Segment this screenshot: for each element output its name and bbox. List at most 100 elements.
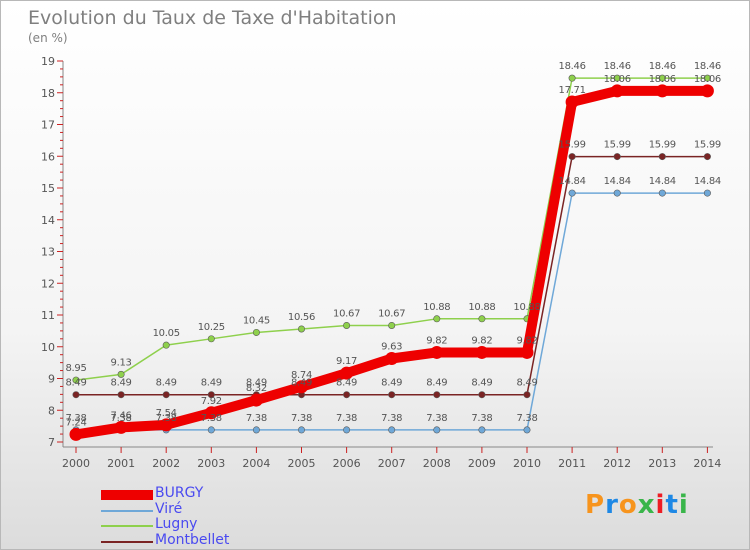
data-label-lugny: 9.13 [111,357,132,368]
data-point-montbellet [207,391,215,399]
logo-letter: i [655,490,666,520]
data-point-burgy [340,366,354,380]
data-point-lugny [207,335,215,343]
data-point-vire [478,426,486,434]
data-label-montbellet: 15.99 [604,140,631,151]
x-tick-label: 2012 [603,457,631,470]
data-point-burgy [565,95,579,109]
data-point-burgy [385,351,399,365]
proxiti-logo: Proxiti [585,490,689,520]
data-point-montbellet [117,391,125,399]
data-point-vire [343,426,351,434]
data-point-burgy [475,345,489,359]
x-tick-label: 2005 [288,457,316,470]
data-point-burgy [700,84,714,98]
data-label-lugny: 18.46 [694,61,721,72]
data-point-burgy [610,84,624,98]
data-point-lugny [478,315,486,323]
data-label-vire: 7.38 [156,413,177,424]
data-label-montbellet: 8.49 [426,378,447,389]
x-tick-label: 2006 [333,457,361,470]
data-point-vire [297,426,305,434]
x-tick-label: 2003 [197,457,225,470]
data-point-vire [613,189,621,197]
data-label-burgy: 7.24 [65,417,86,428]
data-label-vire: 7.38 [246,413,267,424]
chart-title: Evolution du Taux de Taxe d'Habitation [28,7,397,29]
y-tick-label: 13 [41,246,55,259]
data-point-lugny [658,74,666,82]
y-tick-label: 16 [41,150,55,163]
x-tick-label: 2013 [648,457,676,470]
data-label-lugny: 8.95 [65,363,86,374]
data-label-vire: 14.84 [559,176,586,187]
logo-letter: r [605,490,619,520]
data-point-burgy [69,427,83,441]
y-tick-label: 11 [41,309,55,322]
data-label-burgy: 9.63 [381,341,402,352]
unit-label: (en %) [28,31,68,45]
x-tick-label: 2014 [693,457,721,470]
data-label-lugny: 10.25 [198,322,225,333]
data-point-burgy [295,380,308,394]
data-point-montbellet [72,391,80,399]
data-label-lugny: 10.67 [333,308,360,319]
data-label-montbellet: 8.49 [246,378,267,389]
data-label-montbellet: 8.49 [291,378,312,389]
data-label-burgy: 8.32 [246,383,267,394]
data-point-lugny [252,328,260,336]
data-point-vire [433,426,441,434]
data-label-vire: 7.38 [201,413,222,424]
legend-swatch-vire [101,509,153,512]
data-point-vire [252,426,260,434]
data-label-burgy: 8.74 [291,370,312,381]
legend-swatch-montbellet [101,540,153,543]
y-tick-label: 7 [48,436,55,449]
data-label-burgy: 9.17 [336,356,357,367]
legend-label-montbellet: Montbellet [155,531,230,548]
data-point-burgy [430,345,444,359]
data-label-burgy: 7.92 [201,396,222,407]
data-point-burgy [249,393,263,407]
data-point-montbellet [433,391,441,399]
x-tick-label: 2011 [558,457,586,470]
data-point-vire [207,426,215,434]
data-label-montbellet: 8.49 [201,378,222,389]
data-point-vire [523,426,531,434]
legend-swatch-burgy [101,490,153,500]
data-point-vire [388,426,396,434]
data-point-montbellet [568,153,576,161]
data-point-vire [703,189,711,197]
data-label-montbellet: 8.49 [471,378,492,389]
data-label-vire: 14.84 [649,176,676,187]
data-label-montbellet: 8.49 [65,378,86,389]
data-label-lugny: 10.05 [153,328,180,339]
data-label-burgy: 9.82 [516,335,537,346]
data-label-vire: 14.84 [694,176,721,187]
data-label-montbellet: 8.49 [336,378,357,389]
x-tick-label: 2002 [152,457,180,470]
data-point-burgy [159,418,173,432]
logo-letter: x [637,490,656,520]
x-tick-label: 2001 [107,457,135,470]
data-label-montbellet: 8.49 [111,378,132,389]
data-label-vire: 7.38 [426,413,447,424]
legend-label-burgy: BURGY [155,485,204,501]
data-point-montbellet [613,153,621,161]
data-point-montbellet [388,391,396,399]
y-tick-label: 10 [41,341,55,354]
data-label-lugny: 10.45 [243,315,270,326]
x-tick-label: 2008 [423,457,451,470]
data-point-burgy [114,420,128,434]
y-tick-label: 17 [41,119,55,132]
data-label-vire: 7.38 [471,413,492,424]
logo-letter: P [585,490,606,520]
data-point-montbellet [703,153,711,161]
data-point-lugny [703,74,711,82]
data-point-montbellet [658,153,666,161]
data-label-lugny: 18.46 [604,61,631,72]
data-label-lugny: 18.46 [559,61,586,72]
data-label-vire: 7.38 [336,413,357,424]
data-label-montbellet: 15.99 [694,140,721,151]
